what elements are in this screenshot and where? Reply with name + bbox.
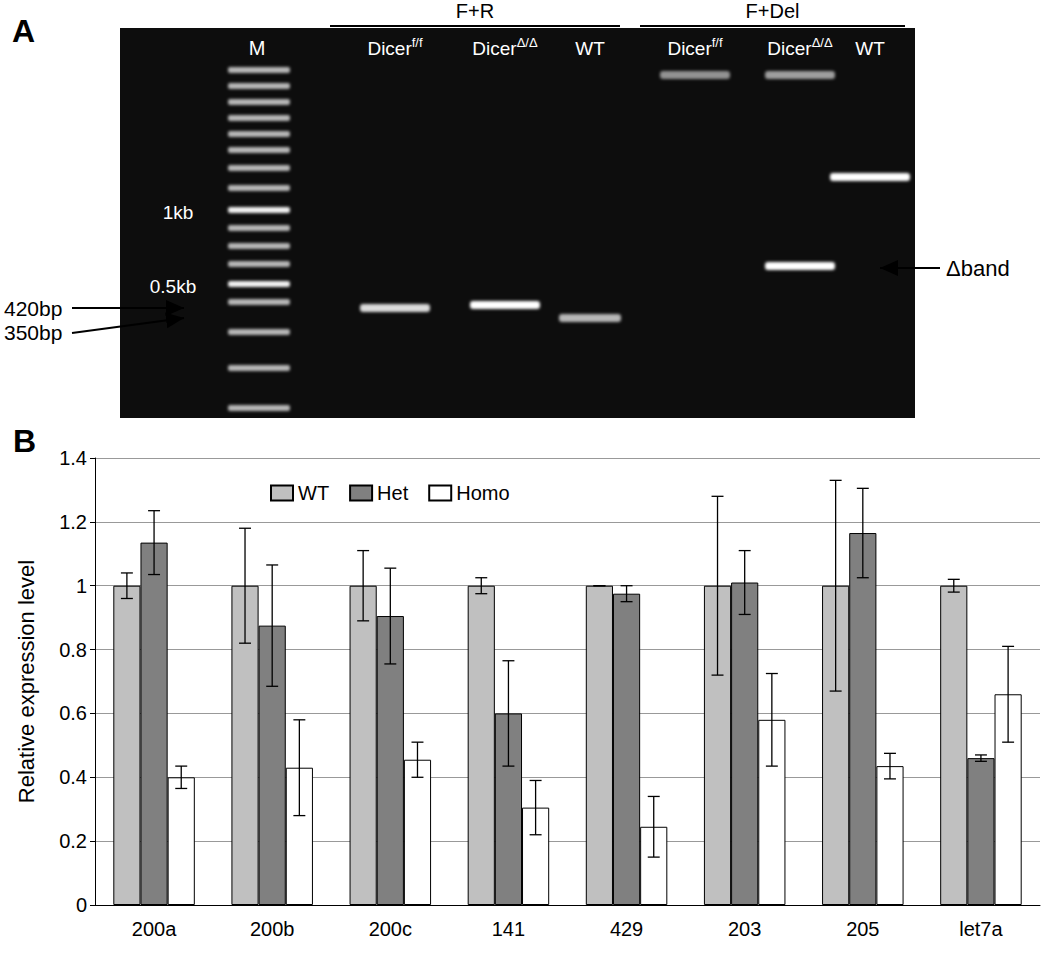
svg-text:1: 1	[76, 575, 87, 597]
svg-text:200c: 200c	[369, 918, 412, 940]
svg-text:350bp: 350bp	[4, 321, 62, 344]
svg-text:WT: WT	[298, 482, 329, 504]
svg-text:429: 429	[610, 918, 643, 940]
svg-text:200b: 200b	[250, 918, 295, 940]
svg-text:B: B	[13, 423, 36, 459]
svg-text:WT: WT	[575, 38, 605, 59]
svg-text:Het: Het	[377, 482, 409, 504]
svg-text:0.5kb: 0.5kb	[150, 276, 196, 297]
svg-text:DicerΔ/Δ: DicerΔ/Δ	[472, 35, 538, 59]
svg-text:1.2: 1.2	[59, 511, 87, 533]
svg-text:F+Del: F+Del	[746, 0, 800, 22]
svg-text:141: 141	[492, 918, 525, 940]
svg-text:Homo: Homo	[456, 482, 509, 504]
svg-text:F+R: F+R	[456, 0, 494, 22]
svg-text:Dicerf/f: Dicerf/f	[667, 35, 723, 59]
svg-text:M: M	[249, 37, 266, 59]
svg-text:let7a: let7a	[959, 918, 1003, 940]
svg-text:1kb: 1kb	[163, 202, 194, 223]
svg-text:0.4: 0.4	[59, 766, 87, 788]
svg-text:0: 0	[76, 894, 87, 916]
svg-text:205: 205	[846, 918, 879, 940]
svg-text:A: A	[12, 13, 35, 49]
svg-text:Δband: Δband	[946, 256, 1010, 281]
svg-text:203: 203	[728, 918, 761, 940]
svg-text:0.6: 0.6	[59, 702, 87, 724]
svg-text:420bp: 420bp	[4, 297, 62, 320]
svg-text:0.8: 0.8	[59, 639, 87, 661]
svg-text:0.2: 0.2	[59, 830, 87, 852]
svg-text:200a: 200a	[132, 918, 177, 940]
svg-text:Relative expression level: Relative expression level	[14, 560, 39, 803]
svg-text:Dicerf/f: Dicerf/f	[367, 35, 423, 59]
svg-text:WT: WT	[855, 38, 885, 59]
svg-text:1.4: 1.4	[59, 447, 87, 469]
svg-text:DicerΔ/Δ: DicerΔ/Δ	[767, 35, 833, 59]
